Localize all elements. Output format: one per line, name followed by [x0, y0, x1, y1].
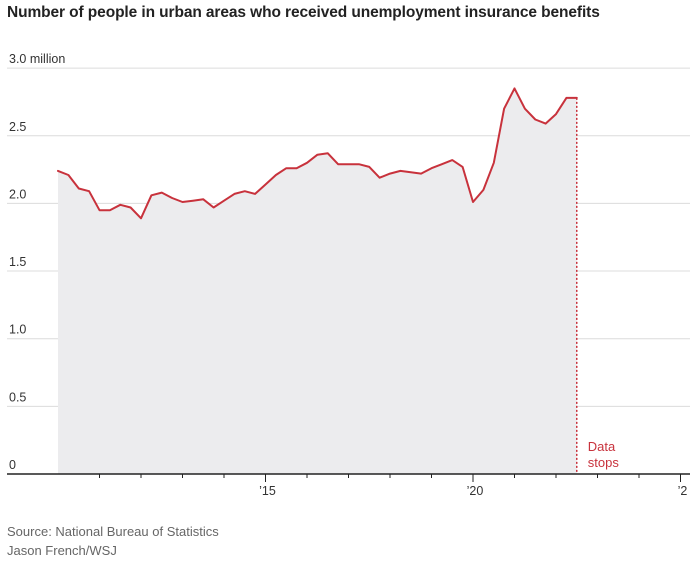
credit-note: Jason French/WSJ — [7, 543, 117, 558]
x-tick-label: ’2 — [678, 484, 688, 498]
data-stops-label: stops — [588, 455, 620, 470]
y-tick-label: 1.0 — [9, 323, 26, 337]
x-tick-label: ’20 — [467, 484, 484, 498]
x-tick-label: ’15 — [259, 484, 276, 498]
line-layer — [57, 87, 578, 220]
y-tick-label: 0 — [9, 458, 16, 472]
x-axis — [7, 473, 690, 482]
series-area — [58, 88, 577, 475]
y-tick-label: 1.5 — [9, 255, 26, 269]
data-stops-label: Data — [588, 439, 616, 454]
y-tick-label: 0.5 — [9, 390, 26, 404]
chart-title: Number of people in urban areas who rece… — [7, 4, 600, 21]
series-line — [57, 87, 578, 220]
y-tick-label: 2.5 — [9, 120, 26, 134]
tick-labels: 3.0 million 2.5 2.0 1.5 1.0 0.5 0 ’15 ’20 ’2 — [9, 52, 687, 498]
y-tick-label: 2.0 — [9, 187, 26, 201]
y-tick-label: 3.0 million — [9, 52, 65, 66]
area-layer — [58, 88, 577, 475]
source-note: Source: National Bureau of Statistics — [7, 524, 219, 539]
